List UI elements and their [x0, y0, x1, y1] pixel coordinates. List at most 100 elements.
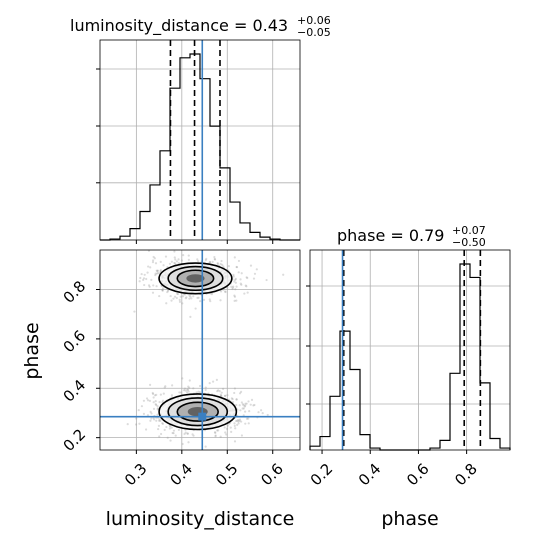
- joint-sample-point: [230, 430, 233, 433]
- joint-sample-point: [190, 297, 193, 300]
- joint-sample-point: [243, 405, 246, 408]
- joint-sample-point: [182, 389, 186, 392]
- joint-sample-point: [265, 278, 268, 282]
- joint-contour-1-1: [167, 397, 229, 427]
- joint-sample-point: [219, 393, 222, 396]
- joint-sample-point: [180, 259, 183, 262]
- joint-sample-point: [171, 431, 174, 435]
- joint-sample-point: [204, 445, 207, 448]
- joint-sample-point: [161, 289, 164, 292]
- joint-sample-point: [142, 278, 145, 281]
- joint-sample-point: [148, 285, 151, 288]
- joint-sample-point: [213, 258, 217, 261]
- joint-sample-point: [233, 294, 236, 297]
- joint-sample-point: [244, 422, 247, 425]
- joint-sample-point: [240, 390, 243, 393]
- joint-sample-point: [156, 269, 160, 272]
- joint-sample-point: [243, 292, 246, 295]
- joint-sample-point: [246, 291, 249, 294]
- joint-sample-point: [138, 422, 141, 425]
- joint-sample-point: [235, 265, 238, 269]
- joint-sample-point: [198, 391, 202, 394]
- joint-sample-point: [151, 261, 155, 264]
- joint-sample-point: [150, 417, 153, 420]
- joint-sample-point: [182, 254, 185, 257]
- joint-sample-point: [155, 285, 158, 288]
- joint-sample-point: [204, 386, 207, 389]
- joint-sample-point: [219, 290, 223, 293]
- joint-ytick-label: 0.2: [60, 425, 90, 455]
- joint-sample-point: [237, 271, 240, 274]
- joint-sample-point: [209, 300, 212, 303]
- joint-sample-point: [147, 265, 150, 268]
- joint-sample-point: [198, 384, 202, 388]
- joint-sample-point: [154, 400, 157, 403]
- joint-sample-point: [225, 427, 229, 430]
- joint-sample-point: [181, 295, 185, 298]
- joint-sample-point: [237, 418, 240, 422]
- joint-sample-point: [223, 394, 227, 397]
- joint-sample-point: [217, 389, 220, 392]
- joint-sample-point: [208, 261, 212, 264]
- joint-sample-point: [161, 288, 164, 291]
- joint-sample-point: [170, 394, 174, 397]
- joint-sample-point: [235, 398, 238, 401]
- joint-sample-point: [157, 424, 161, 427]
- joint-sample-point: [162, 392, 165, 395]
- ph-hist-xtick-label: 0.4: [355, 460, 385, 490]
- joint-sample-point: [192, 295, 195, 298]
- joint-sample-point: [156, 269, 159, 272]
- joint-sample-point: [219, 262, 222, 266]
- joint-sample-point: [159, 419, 162, 423]
- joint-sample-point: [140, 272, 143, 276]
- joint-sample-point: [149, 419, 152, 422]
- joint-sample-point: [233, 280, 236, 283]
- joint-sample-point: [239, 409, 242, 412]
- joint-sample-point: [224, 394, 227, 397]
- joint-sample-point: [172, 297, 175, 300]
- phase-title-sup: +0.07: [452, 224, 486, 237]
- joint-sample-point: [133, 310, 136, 313]
- joint-sample-point: [144, 428, 148, 431]
- joint-sample-point: [249, 264, 253, 267]
- joint-sample-point: [239, 278, 242, 281]
- joint-sample-point: [152, 407, 156, 410]
- joint-sample-point: [159, 393, 162, 396]
- joint-sample-point: [214, 434, 217, 437]
- joint-sample-point: [185, 296, 188, 299]
- joint-sample-point: [165, 302, 168, 305]
- joint-sample-point: [241, 407, 244, 410]
- joint-sample-point: [202, 298, 206, 301]
- joint-sample-point: [148, 399, 152, 402]
- joint-sample-point: [187, 390, 190, 393]
- joint-sample-point: [210, 293, 213, 296]
- joint-sample-point: [244, 284, 247, 287]
- joint-sample-point: [219, 299, 222, 302]
- joint-sample-point: [184, 431, 187, 434]
- joint-sample-point: [192, 434, 195, 437]
- joint-sample-point: [240, 420, 243, 423]
- joint-sample-point: [197, 260, 200, 263]
- joint-sample-point: [158, 294, 161, 298]
- joint-sample-point: [163, 386, 166, 389]
- joint-sample-point: [145, 277, 148, 281]
- joint-contour-1-2: [176, 401, 219, 422]
- joint-sample-point: [236, 419, 239, 422]
- joint-sample-point: [175, 296, 178, 300]
- joint-sample-point: [224, 431, 227, 434]
- joint-sample-point: [172, 432, 175, 435]
- joint-sample-point: [234, 288, 237, 291]
- joint-sample-point: [152, 396, 155, 399]
- joint-sample-point: [159, 260, 162, 263]
- joint-sample-point: [174, 262, 177, 265]
- joint-sample-point: [183, 432, 186, 436]
- joint-sample-point: [236, 423, 239, 426]
- joint-sample-point: [155, 269, 158, 272]
- joint-sample-point: [211, 260, 214, 263]
- joint-sample-point: [149, 266, 152, 269]
- joint-sample-point: [197, 390, 200, 393]
- joint-sample-point: [153, 394, 157, 397]
- joint-sample-point: [157, 427, 160, 431]
- joint-sample-point: [176, 292, 179, 295]
